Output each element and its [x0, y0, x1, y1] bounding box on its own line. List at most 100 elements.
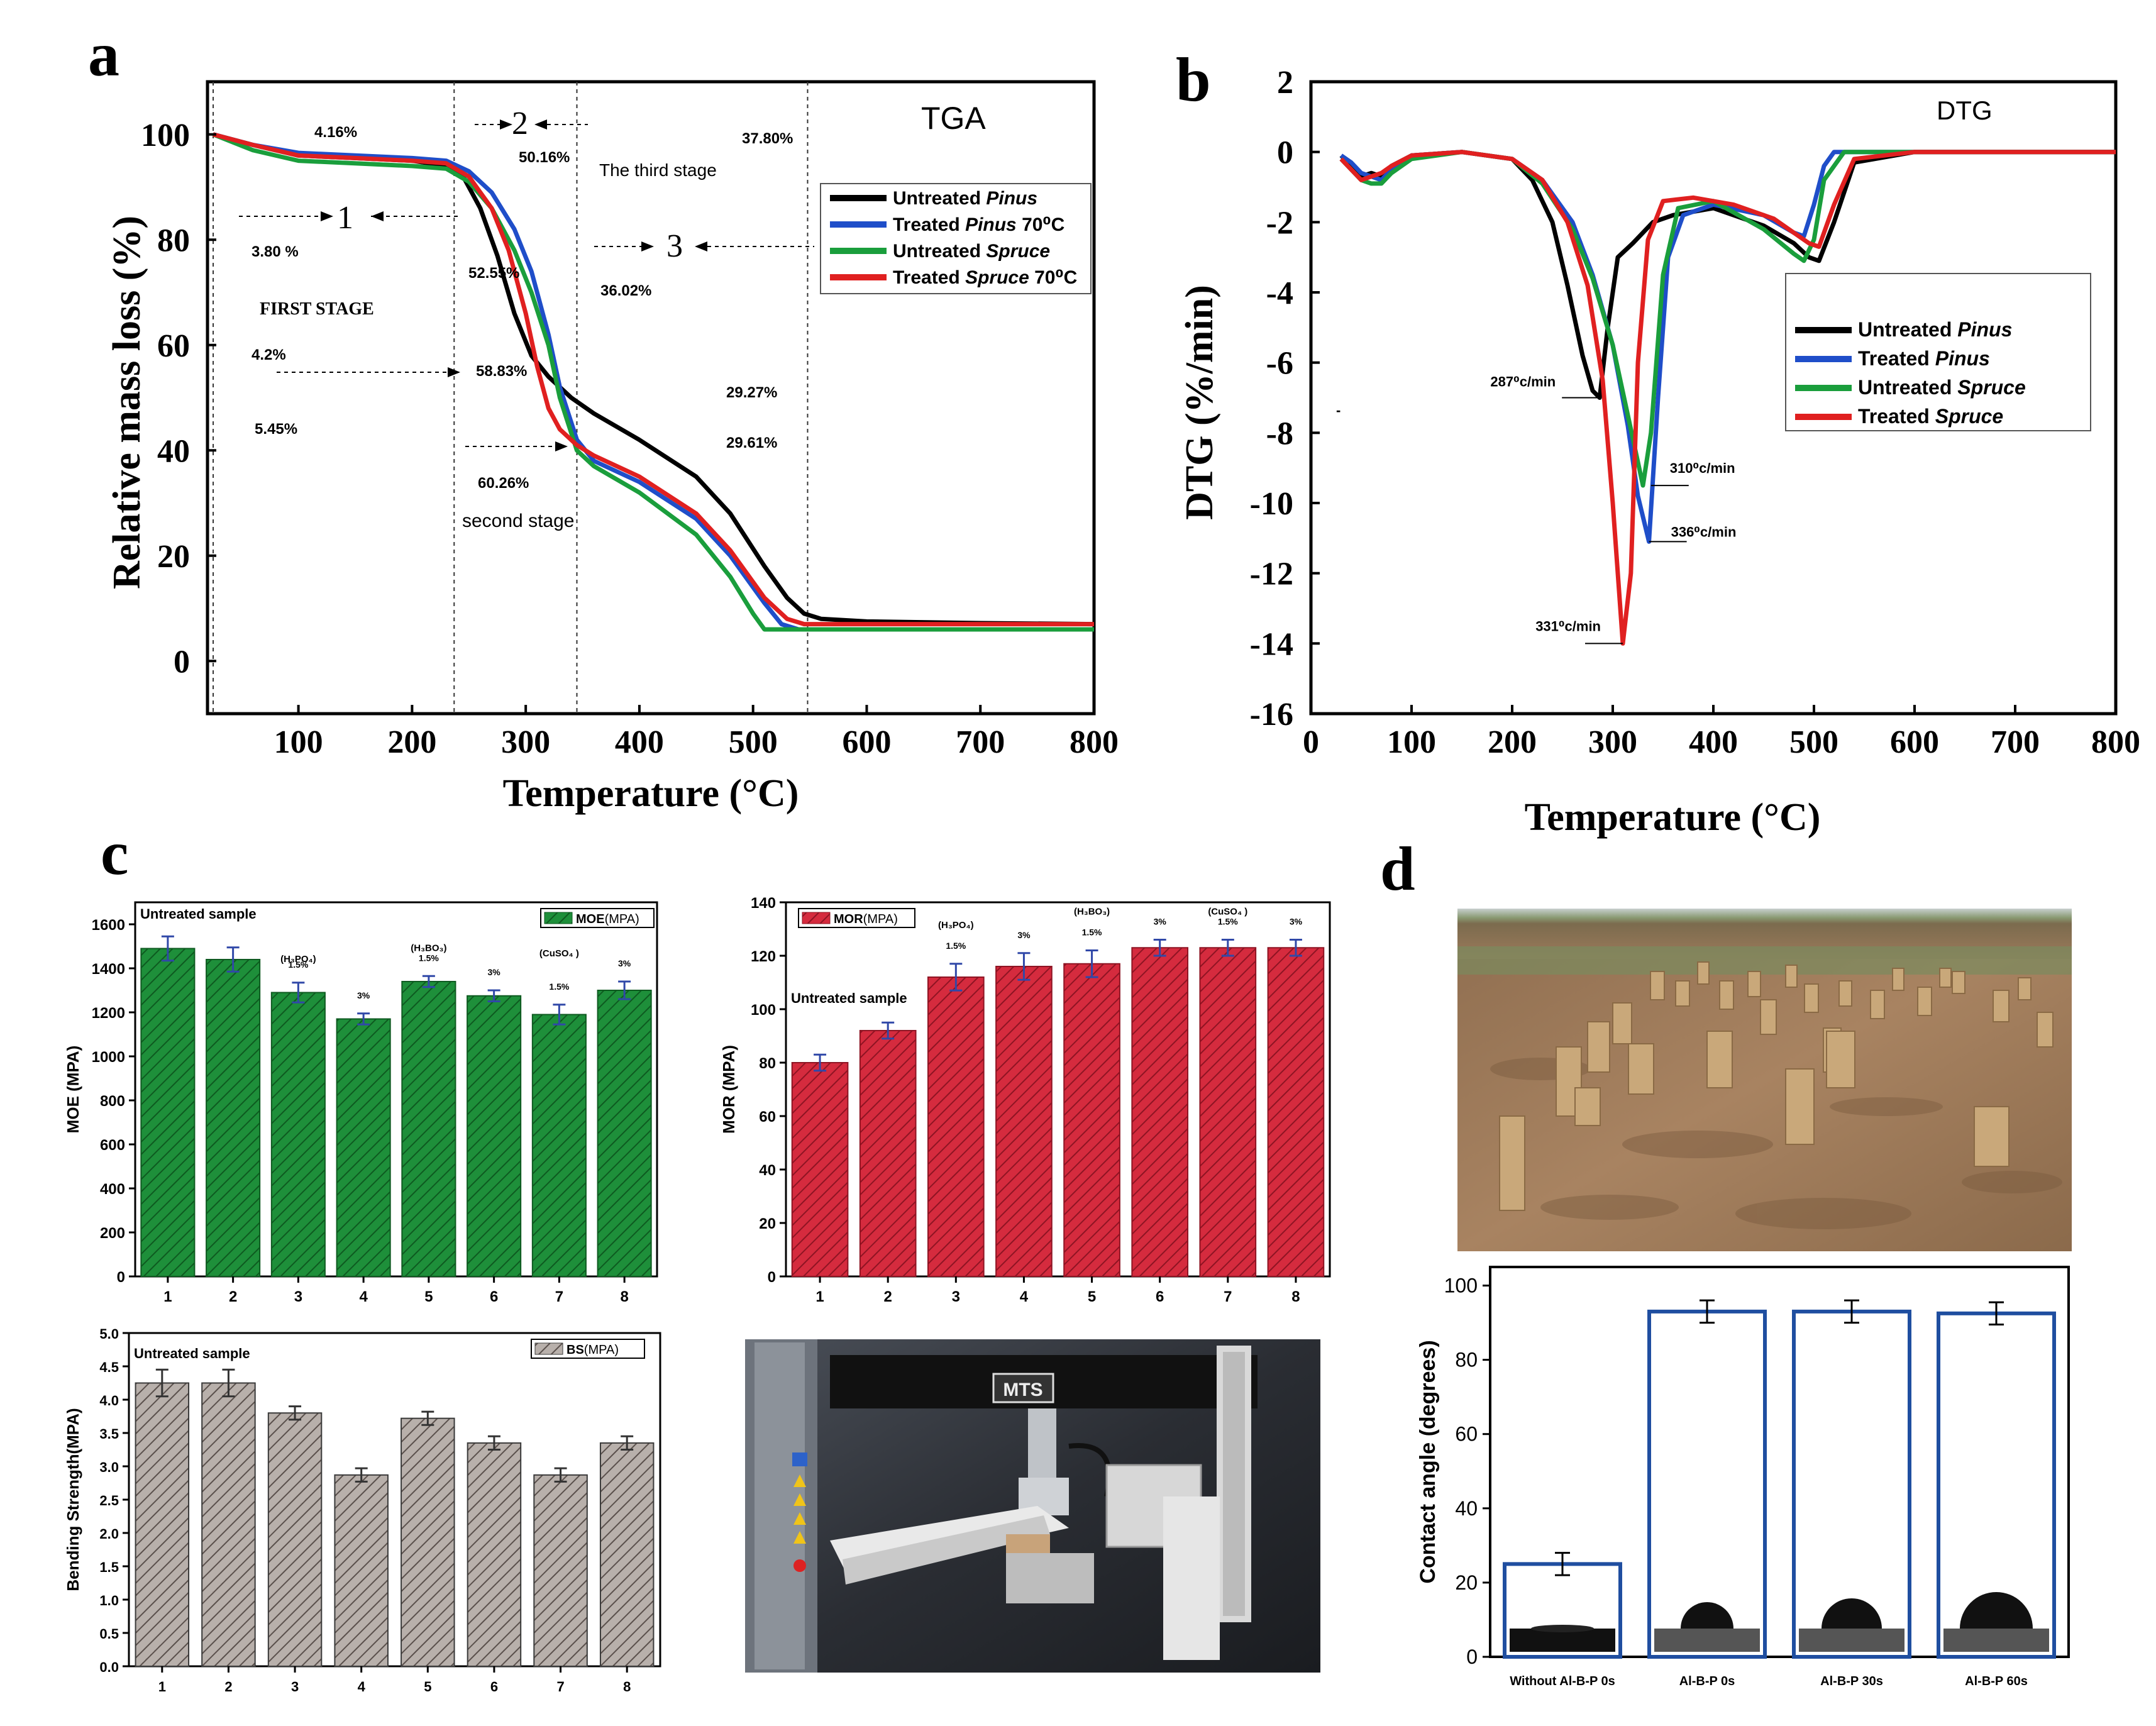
tga-xtick-label: 800	[1070, 724, 1119, 760]
bs-ytick-label: 2.5	[99, 1493, 119, 1508]
mor-bar-1	[791, 1062, 849, 1277]
mor-bar-chart: 0 20 40 60 80 100 120 140 1 2 3 1.5% 4 3% 5 1.5% 6 3% 7 1.5…	[719, 895, 1331, 1305]
moe-xtick-label: 2	[229, 1288, 237, 1305]
bs-ytick-label: 0.5	[99, 1626, 119, 1642]
contact-droplet	[1531, 1625, 1594, 1632]
dtg-xtick-label: 600	[1890, 724, 1939, 760]
dtg-title: DTG	[1937, 96, 1993, 125]
moe-ytick-label: 1200	[92, 1005, 125, 1022]
contact-bar-4	[1937, 1311, 2056, 1659]
dtg-legend-box	[1785, 273, 2091, 431]
dtg-xlabel: Temperature (°C)	[1525, 796, 1821, 839]
bs-ytick-label: 2.0	[99, 1526, 119, 1542]
bs-ytick-label: 1.0	[99, 1593, 119, 1608]
moe-bar-5	[401, 981, 456, 1277]
tga-arrowheads	[321, 119, 707, 451]
tga-ytick-label: 60	[157, 328, 190, 364]
bs-bar-1	[135, 1382, 190, 1667]
contact-droplet	[1681, 1602, 1733, 1629]
mor-bar-label: 1.5%	[946, 941, 966, 951]
moe-xtick-label: 8	[620, 1288, 628, 1305]
dtg-xtick-label: 500	[1789, 724, 1838, 760]
bs-xtick-label: 8	[623, 1679, 631, 1695]
moe-ytick-label: 800	[100, 1093, 125, 1110]
contact-ytick-label: 40	[1455, 1497, 1478, 1520]
dtg-ytick-label: -8	[1266, 416, 1293, 451]
dtg-ytick-label: -2	[1266, 205, 1293, 241]
tga-xtick-label: 700	[956, 724, 1005, 760]
dtg-stray-mark: -	[1336, 402, 1341, 418]
bs-note: Untreated sample	[134, 1346, 250, 1361]
tga-ytick-label: 80	[157, 223, 190, 258]
bs-ytick-label: 3.0	[99, 1459, 119, 1475]
tga-legend-label-4: Treated Spruce 70⁰C	[893, 267, 1077, 288]
moe-bar-chart: 0 200 400 600 800 1000 1200 1400 1600 1 2 3 1.5% 4 3% 5…	[64, 901, 658, 1305]
mor-xtick-label: 6	[1156, 1288, 1164, 1305]
contact-xtick-label: Without Al-B-P 0s	[1510, 1674, 1615, 1688]
tga-xtick-label: 400	[615, 724, 664, 760]
bs-bar-chart: 0.0 0.5 1.0 1.5 2.0 2.5 3.0 3.5 4.0 4.5 5.0 1 2 3 4 5 6 7…	[64, 1326, 661, 1695]
tga-annot-second-stage: second stage	[462, 511, 574, 531]
dtg-ytick-label: -16	[1250, 697, 1293, 733]
contact-xtick-label: Al-B-P 30s	[1820, 1674, 1883, 1688]
dtg-series-line-4	[1339, 150, 2116, 646]
dtg-chart: 0 100 200 300 400 500 600 700 800 2 0 -2 -4 -6 -8 -10 -1…	[1178, 65, 2140, 839]
mor-ylabel: MOR (MPA)	[719, 1045, 738, 1134]
dtg-peak-label: 287⁰c/min	[1490, 374, 1556, 390]
mor-group-label: (H₃PO₄)	[938, 920, 974, 931]
tga-annot-36.02: 36.02%	[600, 282, 651, 299]
mor-bar-7	[1199, 947, 1257, 1277]
tga-annot-58.83: 58.83%	[476, 363, 527, 380]
mor-bar-label: 1.5%	[1218, 917, 1238, 927]
dtg-xtick-label: 800	[2091, 724, 2140, 760]
moe-legend-swatch	[544, 912, 573, 924]
contact-droplet-base	[1943, 1629, 2049, 1652]
moe-xtick-label: 7	[555, 1288, 563, 1305]
moe-xtick-label: 1	[163, 1288, 172, 1305]
mor-legend-label: MOR(MPA)	[834, 912, 898, 926]
mor-bar-2	[859, 1030, 917, 1277]
bs-xtick-label: 4	[358, 1679, 366, 1695]
contact-ytick-label: 80	[1455, 1349, 1478, 1371]
mor-bar-label: 3%	[1290, 917, 1303, 927]
bs-ytick-label: 0.0	[99, 1659, 119, 1675]
moe-legend-label: MOE(MPA)	[576, 912, 639, 926]
bs-ytick-label: 3.5	[99, 1426, 119, 1442]
moe-ytick-label: 1000	[92, 1049, 125, 1066]
tga-annot-5.45: 5.45%	[255, 421, 297, 438]
moe-group-label: (H₃BO₃)	[411, 943, 446, 953]
panel-label-a: a	[88, 19, 119, 89]
tga-xtick-label: 300	[501, 724, 550, 760]
bs-bar-5	[401, 1417, 455, 1667]
tga-annot-4.16: 4.16%	[314, 124, 357, 141]
tga-annot-29.61: 29.61%	[726, 434, 777, 451]
mor-ytick-label: 60	[759, 1109, 776, 1126]
mor-ytick-label: 140	[751, 895, 776, 912]
tga-xtick-label: 100	[274, 724, 323, 760]
bs-ylabel: Bending Strength(MPA)	[64, 1408, 82, 1591]
dtg-ytick-label: 0	[1277, 135, 1293, 171]
bs-bar-6	[467, 1442, 522, 1667]
dtg-xtick-label: 0	[1303, 724, 1319, 760]
mor-xtick-label: 4	[1020, 1288, 1029, 1305]
moe-bar-label: 3%	[488, 967, 501, 977]
dtg-peak-label: 331⁰c/min	[1535, 618, 1601, 634]
panel-label-c: c	[101, 818, 128, 888]
mor-xtick-label: 8	[1291, 1288, 1300, 1305]
testing-machine-photo: MTS	[745, 1339, 1320, 1673]
tga-annot-first-stage: FIRST STAGE	[260, 299, 374, 319]
bs-ytick-label: 4.0	[99, 1393, 119, 1408]
tga-annot-third-stage: The third stage	[599, 160, 717, 180]
moe-xtick-label: 4	[359, 1288, 368, 1305]
mor-bar-label: 3%	[1154, 917, 1167, 927]
tga-xlabel: Temperature (°C)	[503, 772, 799, 815]
dtg-xtick-label: 100	[1387, 724, 1436, 760]
tga-annot-3.80: 3.80 %	[252, 243, 299, 260]
tga-legend-label-1: Untreated Pinus	[893, 188, 1037, 209]
field-stakes-photo	[1457, 909, 2072, 1251]
tga-ytick-label: 0	[174, 644, 190, 680]
bs-ytick-label: 4.5	[99, 1359, 119, 1375]
dtg-xtick-label: 200	[1488, 724, 1537, 760]
tga-stage-number-2: 2	[512, 106, 528, 141]
tga-annotations: 4.16% 3.80 % FIRST STAGE 4.2% 5.45% 52.5…	[252, 106, 793, 531]
